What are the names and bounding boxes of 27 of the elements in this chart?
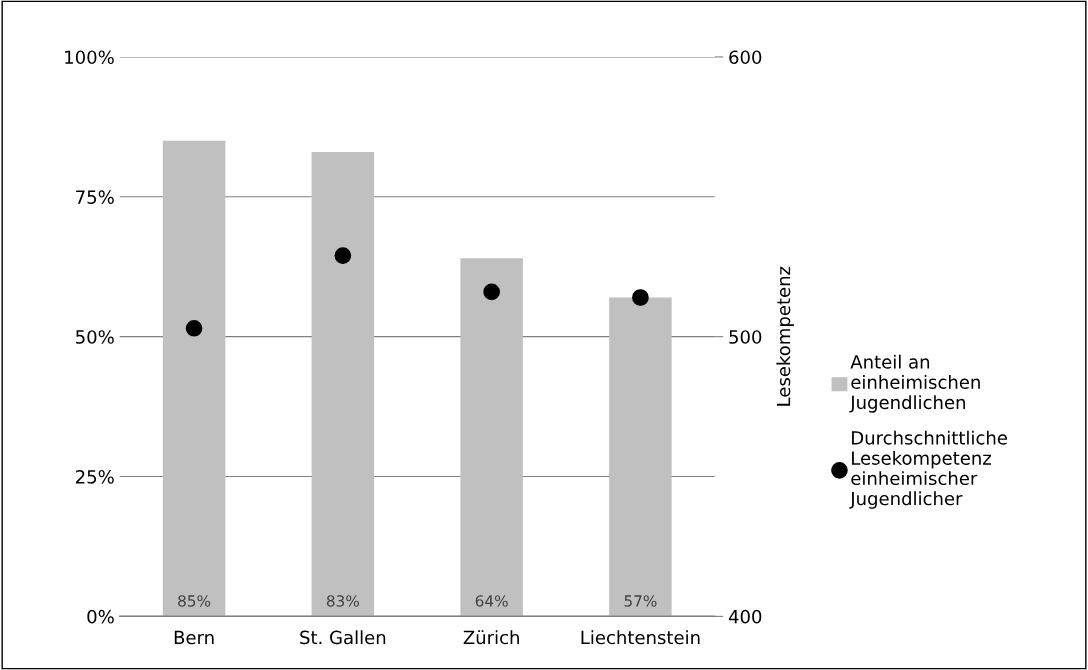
x-tick-label: Bern bbox=[174, 630, 214, 645]
bar bbox=[311, 152, 375, 617]
y-tick-label: 50% bbox=[76, 330, 114, 344]
y-tick-label: 100% bbox=[65, 50, 114, 65]
point bbox=[334, 247, 352, 264]
bar bbox=[460, 258, 523, 617]
point bbox=[632, 289, 649, 306]
y2-tick-label: 500 bbox=[729, 330, 762, 344]
x-tick-label: Liechtenstein bbox=[581, 630, 700, 645]
x-tick-label: St. Gallen bbox=[300, 630, 386, 645]
y-tick-label: 0% bbox=[87, 609, 114, 624]
data-label: 85% bbox=[178, 595, 211, 607]
bar bbox=[609, 297, 672, 617]
y-tick-label: 25% bbox=[76, 470, 114, 484]
y-tick-label: 75% bbox=[76, 190, 114, 204]
legend-label: Anteil an einheimischen Jugendlichen bbox=[849, 354, 980, 413]
data-label: 83% bbox=[326, 595, 359, 607]
y2-axis-title: Lesekompetenz bbox=[776, 266, 794, 406]
legend-label: Durchschnittliche Lesekompetenz einheimischer Jugendlicher bbox=[849, 430, 1007, 509]
point bbox=[185, 319, 203, 337]
data-label: 57% bbox=[624, 595, 657, 607]
point bbox=[483, 283, 500, 301]
y2-tick-label: 400 bbox=[728, 609, 762, 624]
bar bbox=[162, 140, 226, 617]
y2-tick-label: 600 bbox=[729, 50, 762, 65]
x-tick-label: Zürich bbox=[463, 630, 519, 645]
data-label: 64% bbox=[475, 595, 508, 607]
